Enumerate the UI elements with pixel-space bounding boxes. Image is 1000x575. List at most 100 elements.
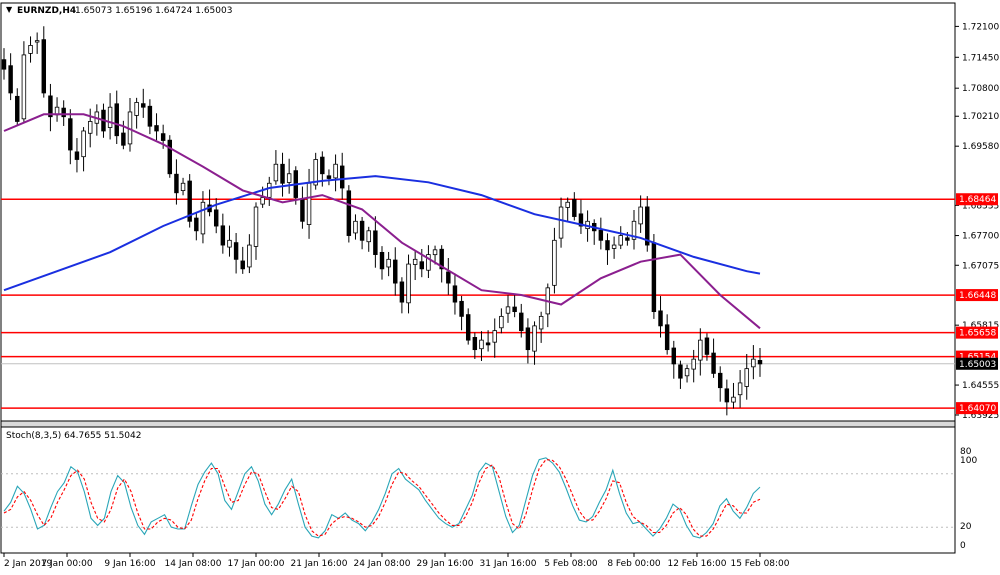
pane-separator[interactable]	[0, 420, 956, 428]
candle-body	[200, 201, 206, 235]
price-tick-label: 1.68335	[962, 201, 999, 211]
candle-body	[194, 217, 199, 232]
candle-body	[578, 213, 584, 227]
time-tick-label: 5 Feb 08:00	[544, 559, 598, 569]
candle-body	[744, 368, 749, 387]
candle-body	[505, 306, 511, 314]
time-tick-label: 9 Jan 16:00	[104, 559, 156, 569]
candle-body	[684, 368, 690, 377]
horizontal-level-tag	[956, 402, 998, 415]
price-tick-label: 1.64555	[962, 381, 999, 391]
candle-body	[121, 132, 126, 146]
candle-body	[751, 358, 756, 368]
candle-body	[306, 182, 312, 225]
stoch-level-0: 0	[960, 541, 966, 551]
candle-body	[412, 258, 418, 265]
candle-body	[141, 103, 146, 108]
candle-body	[386, 258, 391, 268]
candle-body	[485, 342, 491, 346]
candle-body	[379, 251, 385, 270]
stoch-level-100: 100	[960, 456, 977, 466]
candle-body	[339, 165, 345, 189]
candle-body	[465, 314, 471, 341]
candle-body	[552, 239, 557, 286]
candle-body	[227, 239, 232, 248]
candle-body	[41, 39, 47, 94]
candle-body	[565, 201, 570, 208]
current-price-label: 1.65003	[959, 360, 996, 370]
candle-body	[359, 220, 365, 241]
candle-body	[68, 118, 73, 151]
candle-body	[320, 156, 325, 175]
time-tick-label: 29 Jan 16:00	[417, 559, 474, 569]
candle-body	[174, 173, 179, 194]
candle-body	[48, 95, 53, 118]
stoch-title: Stoch(8,3,5) 64.7655 51.5042	[6, 431, 141, 441]
candle-body	[519, 312, 524, 332]
time-tick-label: 17 Jan 00:00	[228, 559, 285, 569]
price-tick-label: 1.70800	[962, 84, 999, 94]
candle-body	[267, 182, 272, 198]
candle-body	[273, 163, 279, 182]
candle-body	[671, 347, 677, 365]
horizontal-level-tag	[956, 193, 998, 206]
candle-body	[426, 254, 431, 271]
candle-body	[187, 180, 192, 222]
candle-body	[114, 103, 119, 137]
horizontal-level-tag	[956, 289, 998, 302]
candle-body	[280, 163, 285, 184]
candle-body	[724, 388, 730, 403]
candle-body	[21, 54, 27, 120]
candle-body	[353, 220, 358, 234]
candle-body	[711, 352, 716, 374]
candle-body	[618, 235, 623, 246]
candle-body	[399, 281, 405, 303]
candle-body	[472, 337, 478, 351]
candle-body	[28, 45, 33, 54]
candle-body	[346, 190, 352, 236]
candle-body	[658, 310, 663, 327]
candle-body	[286, 173, 292, 183]
candle-body	[419, 261, 425, 270]
candle-body	[645, 206, 650, 246]
candle-body	[499, 315, 504, 329]
price-tick-label: 1.65815	[962, 321, 999, 331]
candle-body	[313, 159, 318, 186]
candle-body	[213, 209, 219, 227]
candle-body	[525, 327, 531, 351]
candle-body	[611, 244, 617, 249]
candle-body	[558, 206, 564, 239]
candle-body	[247, 244, 252, 268]
candle-body	[1, 59, 7, 70]
price-tick-label: 1.67700	[962, 232, 999, 242]
candle-body	[134, 102, 139, 116]
candle-body	[691, 358, 696, 370]
candle-body	[698, 339, 703, 361]
dropdown-arrow-icon[interactable]: ▼	[6, 5, 13, 14]
moving-average-fast-line	[3, 113, 761, 330]
candle-body	[160, 133, 166, 141]
candle-body	[572, 199, 577, 217]
stoch-level-20: 20	[960, 522, 972, 532]
time-tick-label: 14 Jan 08:00	[165, 559, 222, 569]
candle-body	[664, 324, 670, 351]
candle-body	[459, 300, 464, 317]
candle-body	[432, 249, 438, 256]
candle-body	[15, 95, 20, 122]
candle-body	[598, 229, 604, 241]
candle-body	[61, 107, 66, 118]
candle-body	[180, 182, 186, 191]
stoch-main-line	[3, 457, 761, 539]
candle-body	[240, 260, 245, 270]
moving-average-slow-line	[3, 175, 761, 292]
candle-body	[757, 360, 763, 365]
horizontal-level-label: 1.65658	[959, 329, 996, 339]
horizontal-level-label: 1.68464	[959, 195, 996, 205]
candle-body	[439, 248, 444, 270]
candle-body	[8, 65, 13, 94]
price-tick-label: 1.71450	[962, 53, 999, 63]
horizontal-level-label: 1.64070	[959, 404, 996, 414]
candle-body	[605, 240, 610, 251]
